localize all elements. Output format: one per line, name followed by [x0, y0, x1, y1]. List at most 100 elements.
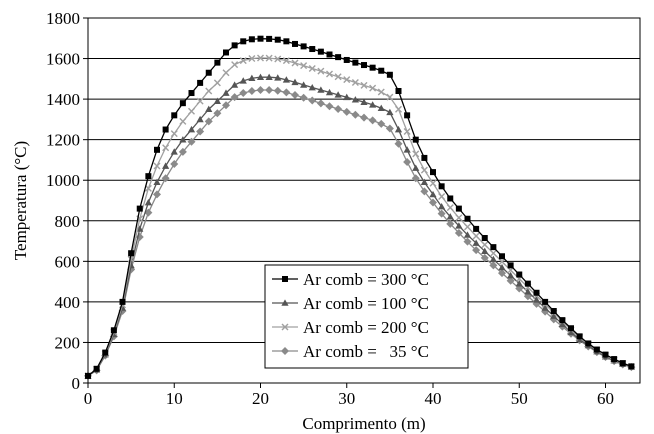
x-tick-label: 20 [252, 389, 269, 408]
data-point [411, 174, 420, 183]
data-point [352, 59, 359, 66]
data-point [498, 258, 506, 266]
data-point [282, 57, 290, 65]
data-point [430, 169, 436, 176]
legend-marker [281, 299, 289, 306]
data-point [187, 125, 196, 133]
data-point [472, 246, 481, 255]
legend-item: Ar comb = 100 °C [272, 294, 429, 313]
data-point [489, 255, 497, 263]
data-point [266, 35, 273, 42]
data-point [162, 126, 169, 133]
data-point [213, 109, 222, 118]
y-tick-label: 1200 [46, 131, 80, 150]
data-point [188, 107, 195, 115]
series-line [87, 89, 632, 377]
data-point [498, 263, 506, 271]
data-point [524, 288, 532, 295]
y-tick-label: 400 [55, 293, 81, 312]
data-point [420, 178, 428, 186]
data-point [455, 222, 463, 229]
x-tick-label: 30 [338, 389, 355, 408]
data-point [179, 136, 187, 143]
data-point [446, 213, 454, 220]
data-point [240, 38, 247, 45]
data-point [153, 162, 161, 170]
data-point [223, 49, 229, 56]
legend-label: Ar comb = 300 °C [303, 270, 429, 289]
data-point [162, 144, 170, 152]
data-point [213, 79, 221, 87]
data-point [334, 105, 343, 114]
data-point [257, 54, 264, 62]
x-tick-label: 60 [597, 389, 614, 408]
data-point [265, 54, 273, 62]
legend-marker [281, 347, 289, 355]
data-point [516, 271, 523, 278]
data-point [205, 87, 213, 95]
data-point [404, 112, 411, 119]
data-point [161, 174, 170, 183]
data-point [110, 327, 117, 334]
data-point [326, 51, 333, 58]
y-tick-label: 0 [72, 374, 81, 393]
data-point [412, 136, 419, 143]
data-point [576, 333, 583, 340]
data-point [300, 43, 307, 50]
legend: Ar comb = 300 °C Ar comb = 100 °C Ar comb … [264, 264, 469, 369]
legend-item: Ar comb = 300 °C [272, 270, 429, 289]
data-point [274, 74, 282, 81]
data-point [299, 93, 308, 102]
data-point [222, 69, 230, 77]
data-point [291, 78, 299, 86]
data-point [377, 119, 386, 128]
data-point [222, 101, 230, 110]
data-point [378, 67, 385, 74]
legend-marker [281, 323, 289, 331]
data-point [247, 87, 256, 95]
data-point [248, 36, 255, 43]
y-tick-label: 1000 [46, 171, 80, 190]
data-point [558, 320, 566, 327]
series-line [87, 57, 632, 377]
data-point [412, 164, 420, 171]
data-point [420, 166, 428, 174]
data-point [343, 56, 350, 63]
data-point [454, 228, 463, 237]
data-point [196, 115, 204, 123]
data-point [542, 298, 549, 305]
data-point [369, 64, 376, 71]
data-point [196, 127, 205, 136]
data-point [222, 89, 230, 96]
x-axis-label: Comprimento (m) [302, 414, 425, 433]
data-point [473, 225, 480, 232]
data-point [360, 113, 368, 122]
data-point [463, 231, 472, 238]
data-point [490, 244, 497, 251]
data-point [248, 74, 256, 82]
data-point [342, 107, 351, 116]
data-point [420, 187, 429, 196]
y-tick-label: 600 [55, 252, 81, 271]
data-point [429, 190, 437, 198]
axis-ticks: 0 200 400 600 800 1000 1200 1400 1600 1800 0 10 20 30… [46, 9, 614, 408]
data-point [205, 105, 213, 113]
data-point [395, 105, 402, 113]
data-point [291, 59, 299, 67]
data-point [447, 195, 454, 202]
data-point [187, 137, 196, 146]
data-point [273, 86, 282, 95]
data-point [386, 93, 394, 101]
data-point [308, 83, 316, 91]
data-point [214, 59, 221, 66]
data-point [480, 253, 489, 262]
data-point [309, 46, 316, 53]
data-point [335, 54, 342, 61]
data-point [204, 117, 213, 126]
gridlines [88, 58, 640, 343]
data-point [464, 215, 471, 222]
data-point [239, 77, 247, 84]
data-point [386, 71, 393, 78]
data-point [532, 296, 541, 303]
data-point [533, 289, 540, 296]
